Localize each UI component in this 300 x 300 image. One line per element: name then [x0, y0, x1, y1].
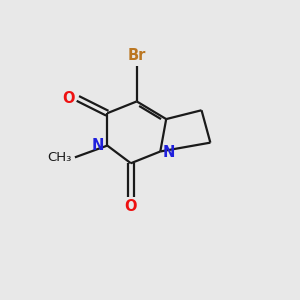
Text: N: N — [163, 146, 175, 160]
Text: O: O — [124, 200, 137, 214]
Text: CH₃: CH₃ — [48, 151, 72, 164]
Text: O: O — [62, 91, 75, 106]
Text: N: N — [92, 138, 104, 153]
Text: Br: Br — [128, 48, 146, 63]
